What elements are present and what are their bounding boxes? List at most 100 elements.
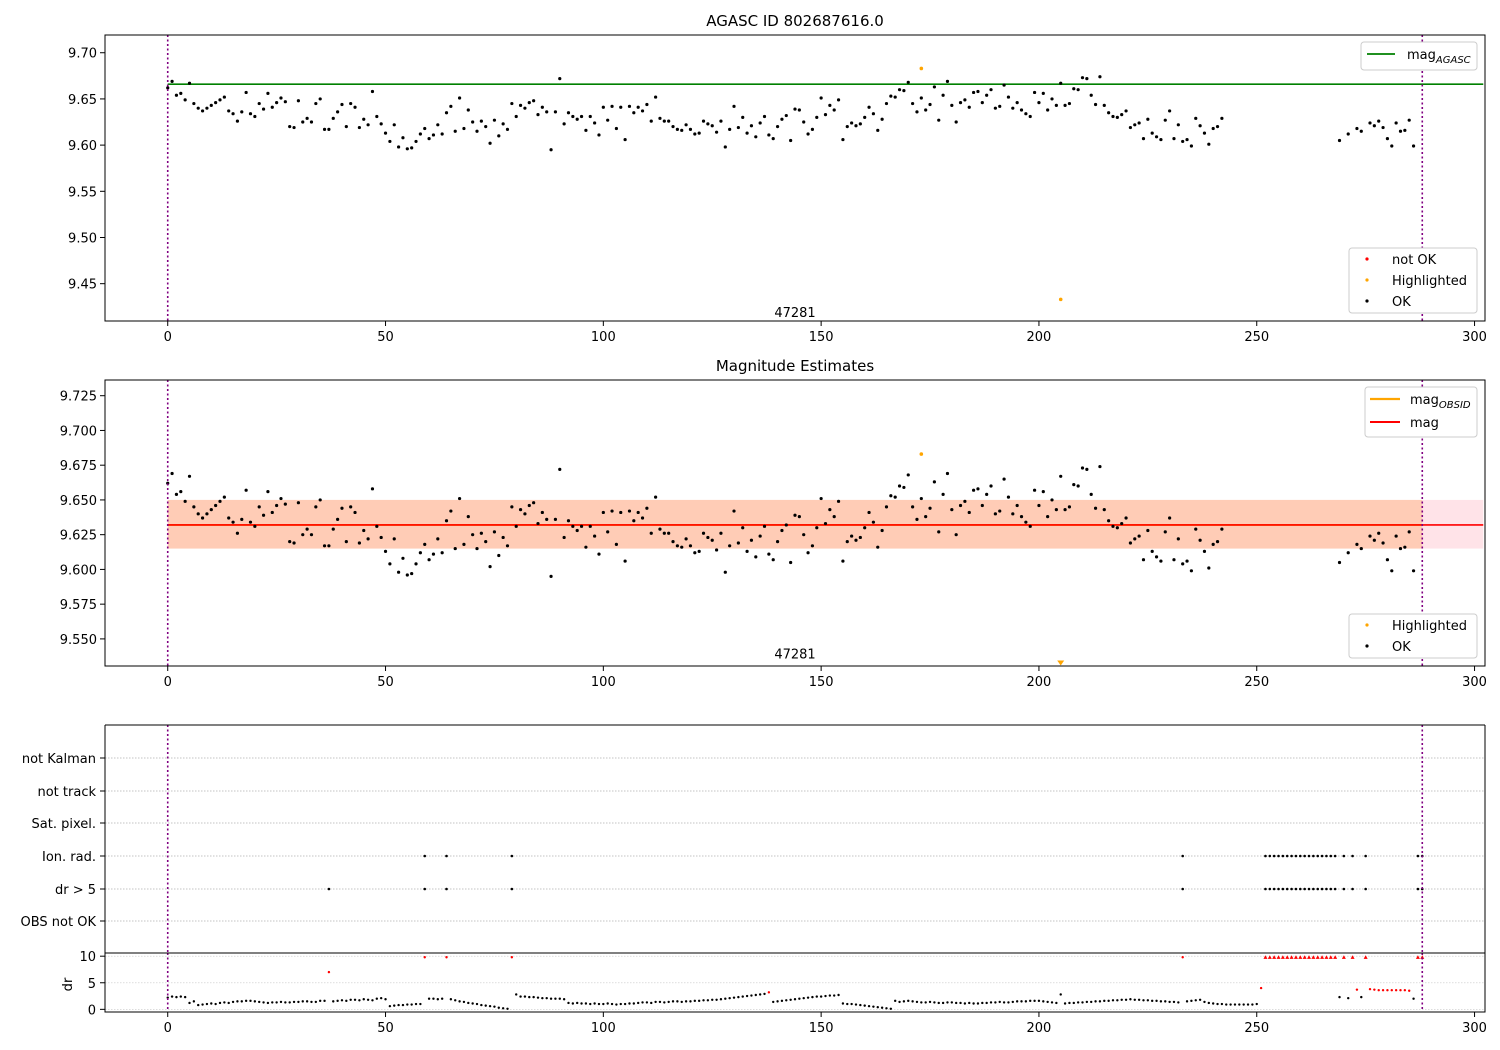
agasc-ok-point [985, 93, 989, 97]
dr-ok-point [366, 998, 370, 1001]
agasc-ok-point [1102, 103, 1106, 107]
agasc-ok-point [279, 96, 283, 100]
agasc-ok-point [941, 93, 945, 97]
estimates-ok-point [728, 544, 732, 548]
estimates-ok-point [971, 488, 976, 492]
estimates-ok-point [336, 517, 340, 521]
estimates-ok-point [701, 531, 706, 535]
estimates-ok-point [253, 524, 257, 528]
dr-ok-point [541, 996, 544, 1000]
estimates-ok-point [619, 510, 623, 515]
estimates-ok-point [257, 505, 261, 509]
estimates-ytick-label: 9.650 [60, 494, 97, 509]
dr5-flag-point [1277, 887, 1280, 891]
agasc-ok-point [240, 110, 244, 114]
estimates-ok-point [540, 510, 544, 515]
estimates-ok-point [248, 520, 253, 524]
dr-ok-point [523, 995, 527, 998]
dr-ok-point [902, 1000, 906, 1003]
agasc-ok-point [950, 103, 954, 107]
agasc-ytick-label: 9.70 [68, 47, 97, 62]
dr5-flag-point [1264, 887, 1267, 891]
agasc-ok-point [449, 104, 453, 108]
agasc-ok-point [828, 103, 832, 107]
dr-ok-point [941, 1001, 945, 1005]
estimates-ok-point [841, 559, 845, 563]
agasc-ok-point [954, 120, 958, 124]
agasc-ok-point [971, 90, 976, 95]
estimates-ok-point [501, 535, 505, 540]
agasc-ok-point [296, 99, 301, 103]
agasc-ok-point [471, 120, 475, 124]
estimates-ok-point [174, 492, 179, 496]
estimates-ok-point [867, 510, 871, 515]
dr-flagged-marker [1324, 955, 1329, 959]
agasc-ok-point [640, 109, 645, 113]
agasc-legend-label: not OK [1392, 253, 1437, 268]
agasc-ok-point [1037, 101, 1041, 105]
agasc-ok-point [1411, 144, 1416, 148]
estimates-ok-point [492, 530, 497, 534]
agasc-ok-point [745, 131, 749, 135]
agasc-ok-point [545, 110, 549, 114]
dr-ok-point [1137, 998, 1141, 1001]
dr-ok-point [1412, 997, 1415, 1000]
estimates-ok-point [1080, 466, 1085, 470]
estimates-ok-point [945, 471, 950, 476]
dr-ok-point [1037, 999, 1041, 1003]
agasc-ok-point [488, 141, 492, 145]
estimates-ok-point [754, 555, 758, 559]
dr-flagged-marker [1293, 955, 1298, 959]
estimates-ok-point [283, 502, 287, 506]
estimates-ytick-label: 9.675 [60, 459, 97, 474]
dr-flagged-marker [1289, 955, 1294, 959]
dr-ok-point [1020, 1000, 1023, 1003]
agasc-ok-point [1124, 109, 1128, 113]
estimates-ok-point [832, 515, 836, 519]
agasc-ok-point [392, 123, 396, 127]
agasc-ok-point [492, 118, 497, 122]
estimates-ok-point [1011, 512, 1015, 516]
agasc-ok-point [353, 105, 357, 109]
agasc-xtick-label: 0 [164, 330, 172, 345]
agasc-ok-point [1359, 129, 1363, 133]
dr-flagged-marker [1311, 955, 1316, 959]
dr-ok-point [301, 1000, 304, 1003]
agasc-ok-point [218, 98, 222, 102]
agasc-ytick-label: 9.45 [68, 278, 97, 293]
dr-ok-point [292, 1000, 296, 1004]
dr5-flag-point [1316, 887, 1320, 891]
agasc-ok-point [1377, 119, 1381, 123]
agasc-ok-point [475, 129, 479, 133]
dr-ok-point [650, 1001, 653, 1005]
agasc-ok-point [832, 108, 836, 112]
agasc-ok-point [253, 114, 257, 119]
dr-ok-point [336, 999, 339, 1003]
dr-ok-point [1207, 1001, 1211, 1005]
dr-ok-point [345, 999, 348, 1003]
dr-flagged-marker [1298, 955, 1303, 959]
dr-ok-point [571, 1002, 575, 1005]
dr-ok-point [467, 1001, 470, 1005]
estimates-xtick-label: 250 [1244, 675, 1269, 690]
ion-rad-flag-point [510, 854, 514, 858]
dr-ok-point [911, 1000, 914, 1003]
estimates-ok-point [518, 508, 523, 512]
agasc-ok-point [945, 79, 950, 83]
agasc-ok-point [1076, 88, 1080, 92]
agasc-ok-point [1185, 137, 1189, 142]
estimates-ok-point [1054, 508, 1058, 512]
estimates-ok-point [714, 548, 719, 552]
dr-ok-point [780, 999, 784, 1003]
dr-ok-point [1076, 1001, 1080, 1004]
agasc-ok-point [370, 89, 375, 94]
agasc-ok-point [362, 117, 366, 121]
dr-flagged-marker [1276, 955, 1281, 959]
agasc-ok-point [457, 96, 462, 100]
agasc-ytick-label: 9.50 [68, 231, 97, 246]
estimates-ok-point [1381, 541, 1385, 545]
agasc-ok-point [645, 102, 649, 107]
estimates-ok-point [1385, 558, 1390, 562]
ion-rad-flag-point [1329, 854, 1333, 858]
estimates-ok-point [423, 542, 427, 547]
